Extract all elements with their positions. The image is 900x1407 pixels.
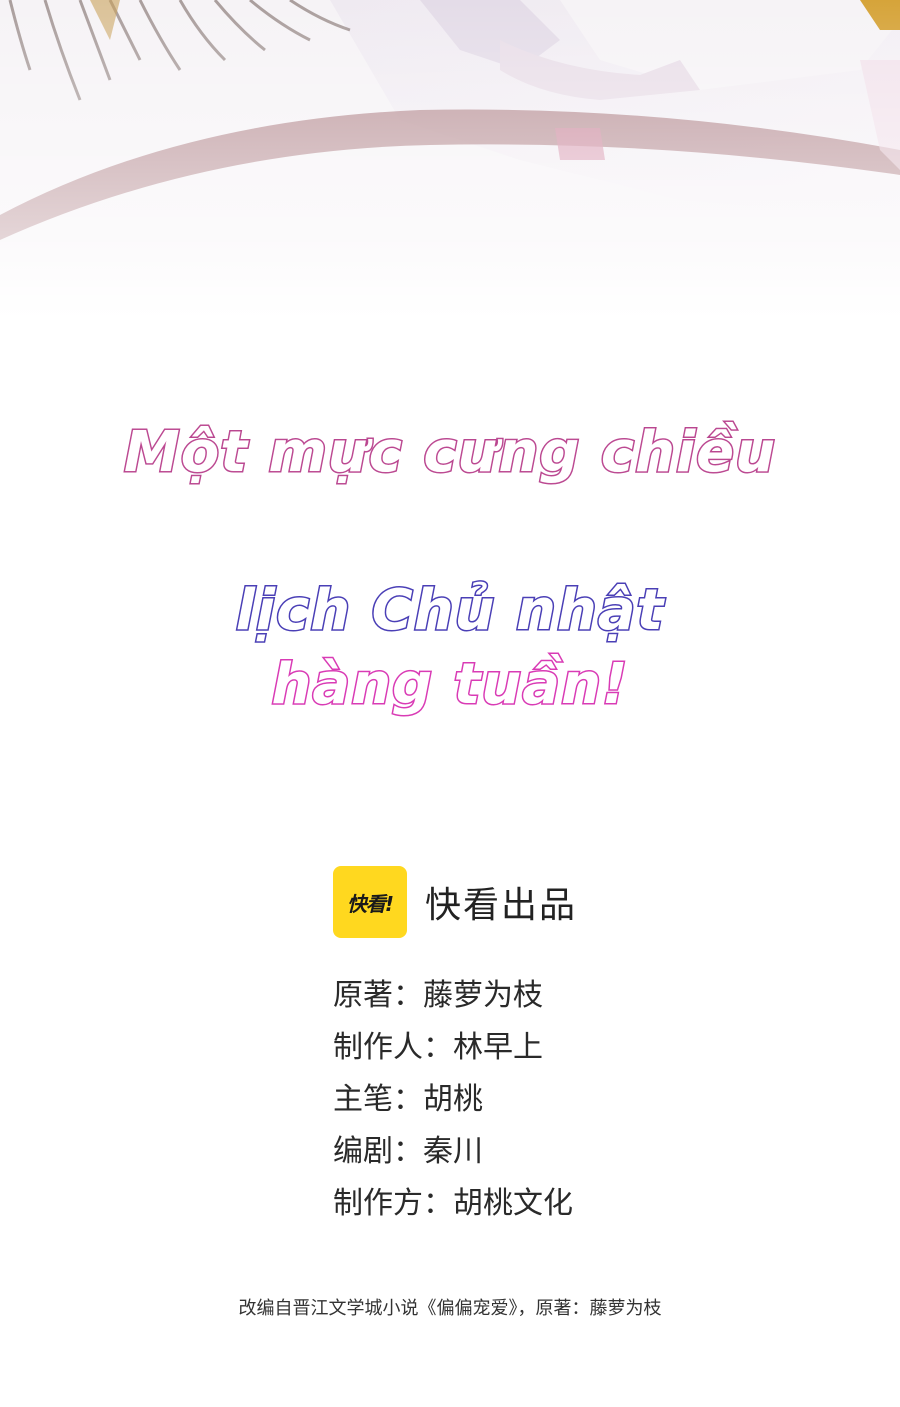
title-line-2: lịch Chủ nhật	[234, 577, 665, 645]
credit-screenwriter: 编剧：秦川	[333, 1134, 483, 1169]
credit-producer: 制作人：林早上	[333, 1030, 543, 1065]
title-line-1: Một mực cưng chiều	[123, 419, 777, 487]
adaptation-note: 改编自晋江文学城小说《偏偏宠爱》，原著：藤萝为枝	[238, 1298, 662, 1319]
publisher-brand: 快看! 快看出品	[333, 866, 577, 938]
header-illustration	[0, 0, 900, 320]
kuaikan-logo: 快看!	[333, 866, 407, 938]
publisher-name: 快看出品	[425, 885, 578, 926]
title-line-3: hàng tuần!	[270, 651, 629, 719]
credit-original-author: 原著：藤萝为枝	[333, 978, 543, 1013]
credit-studio: 制作方：胡桃文化	[333, 1186, 573, 1221]
logo-text: 快看!	[346, 891, 394, 916]
credit-lead-artist: 主笔：胡桃	[333, 1082, 483, 1117]
credits-list: 原著：藤萝为枝 制作人：林早上 主笔：胡桃 编剧：秦川 制作方：胡桃文化	[333, 974, 573, 1234]
